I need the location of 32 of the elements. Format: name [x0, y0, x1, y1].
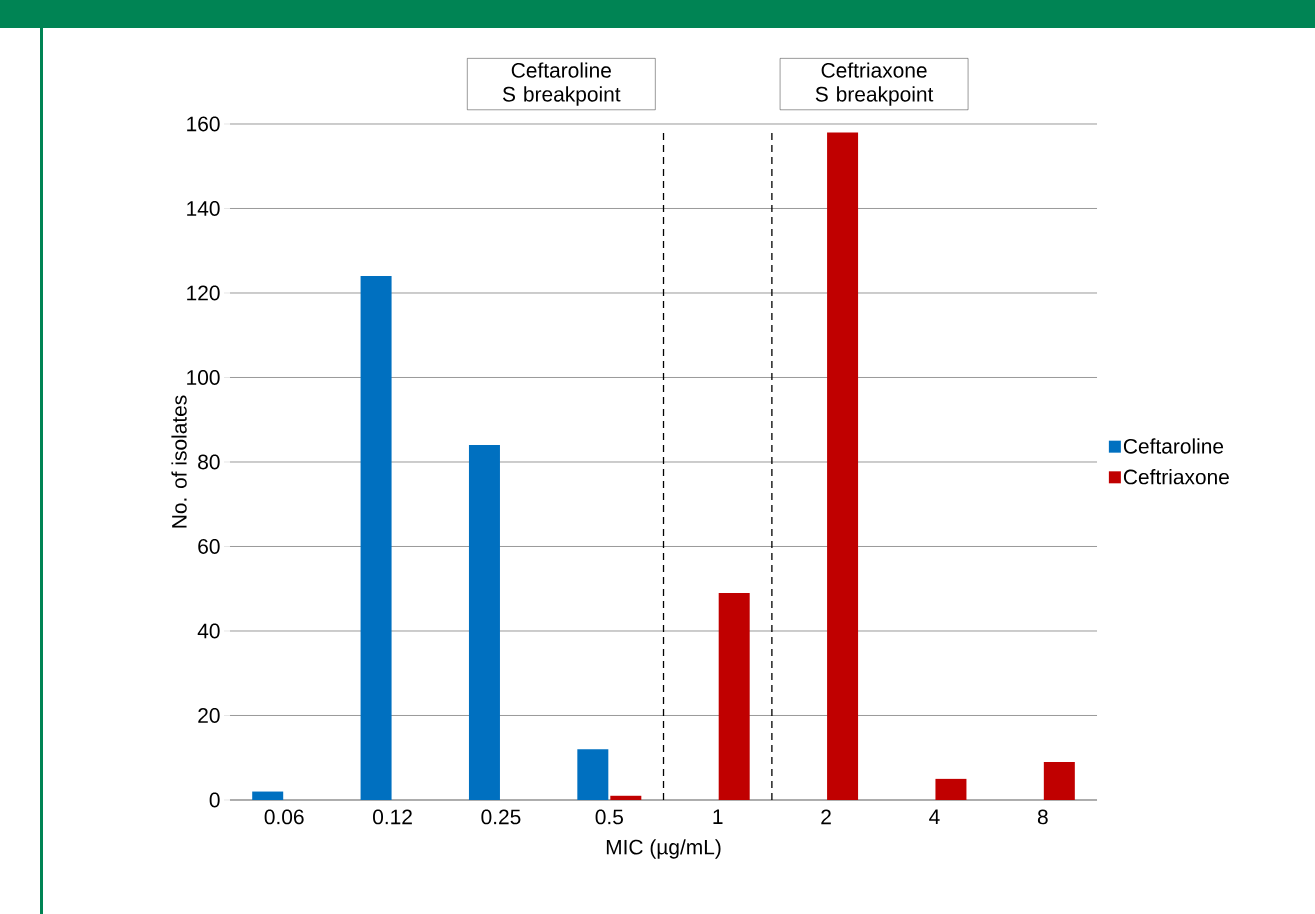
bar [827, 132, 859, 800]
bar [468, 445, 500, 800]
y-tick-label: 80 [198, 454, 220, 470]
y-tick-label: 100 [187, 370, 220, 385]
legend-label: Ceftriaxone [1123, 468, 1229, 485]
x-tick-label: 4 [929, 809, 940, 824]
bar [610, 795, 642, 800]
y-tick-label: 40 [197, 623, 220, 639]
text: Ceftriaxone S breakpoint [815, 62, 934, 106]
x-axis-title: MIC (µg/mL) [606, 839, 721, 859]
text: Ceftaroline S breakpoint [502, 62, 621, 106]
x-tick-label: 2 [821, 809, 831, 825]
y-axis-title: No. of isolates [171, 395, 187, 528]
x-tick-label: 0.06 [264, 809, 304, 825]
x-tick-label: 0.25 [481, 809, 521, 825]
y-tick-label: 120 [187, 285, 220, 301]
y-tick-label: 60 [198, 539, 220, 554]
x-tick-label: 1 [713, 809, 723, 824]
bar [935, 778, 967, 800]
bar [1043, 761, 1075, 800]
bar [718, 592, 750, 800]
x-tick-label: 8 [1037, 809, 1048, 825]
legend-label: Ceftaroline [1123, 438, 1224, 454]
bar [252, 791, 284, 800]
y-tick-label: 20 [198, 708, 220, 723]
bar [360, 276, 392, 800]
y-tick-label: 160 [187, 116, 220, 132]
y-tick-label: 140 [187, 201, 220, 216]
y-tick-label: 0 [209, 792, 220, 808]
x-tick-label: 0.12 [373, 809, 412, 825]
x-tick-label: 0.5 [595, 809, 623, 825]
bar [577, 749, 609, 800]
